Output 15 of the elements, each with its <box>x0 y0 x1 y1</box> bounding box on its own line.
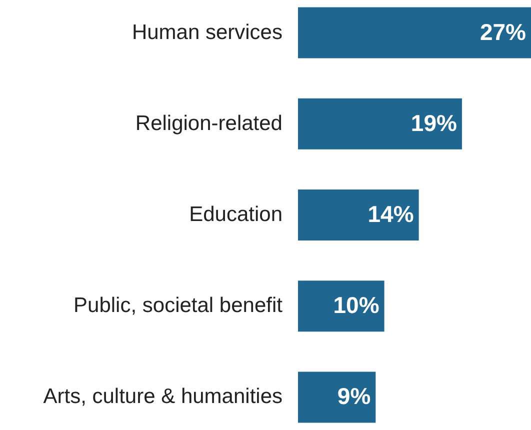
y-tick-label: Education <box>189 203 282 226</box>
data-label: 14% <box>368 201 414 227</box>
data-label: 19% <box>410 110 457 136</box>
y-tick-label: Public, societal benefit <box>74 294 283 318</box>
y-tick-label: Religion-related <box>135 112 282 135</box>
y-tick-label: Arts, culture & humanities <box>43 385 282 408</box>
bar <box>298 280 384 332</box>
bar <box>298 7 531 58</box>
bar <box>298 189 419 241</box>
y-tick-label: Human services <box>132 20 282 44</box>
data-label: 10% <box>333 292 380 318</box>
bar <box>298 98 462 150</box>
data-label: 27% <box>480 18 526 45</box>
bar <box>298 372 376 423</box>
data-label: 9% <box>337 383 371 410</box>
